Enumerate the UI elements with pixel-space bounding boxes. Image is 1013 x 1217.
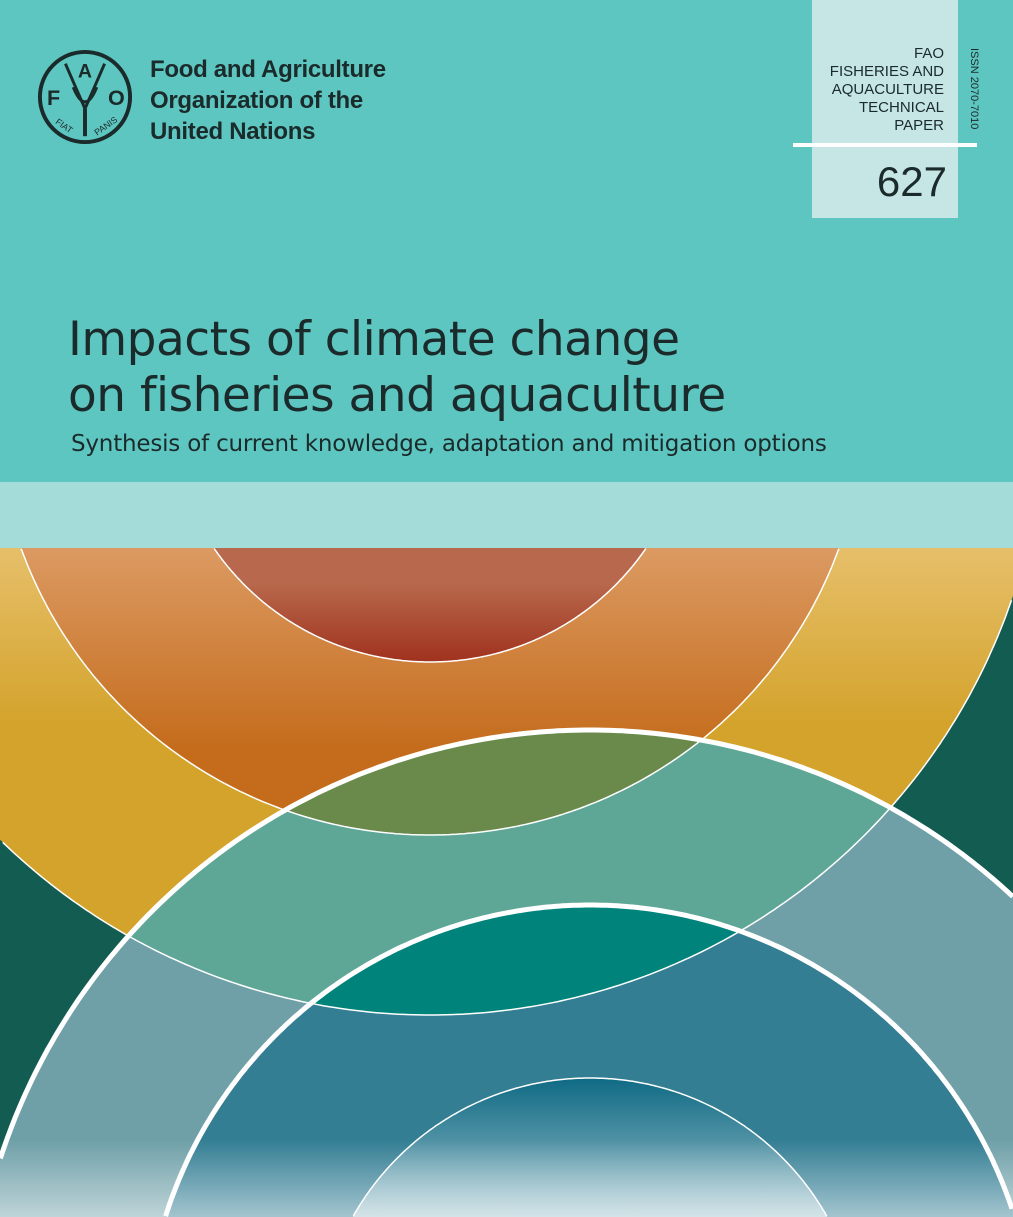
series-number: 627: [876, 158, 947, 205]
publisher-line: Organization of the: [150, 87, 363, 114]
publisher-line: United Nations: [150, 118, 316, 145]
publisher-name: Food and Agriculture Organization of the…: [150, 54, 386, 147]
overlap-olive: [285, 730, 702, 835]
cover-band: [0, 482, 1013, 548]
upper-middle-outline: [20, 548, 840, 836]
series-divider: [793, 143, 977, 147]
logo-letter-f: F: [47, 85, 60, 110]
upper-inner-outline: [213, 547, 647, 663]
series-line: TECHNICAL: [858, 99, 944, 116]
circle-shapes: [0, 548, 1013, 1217]
document-title: Impacts of climate change on fisheries a…: [68, 312, 726, 424]
title-line: on fisheries and aquaculture: [68, 368, 726, 423]
fao-logo: A F O FIAT PANIS: [37, 49, 133, 145]
bottom-fade: [0, 1140, 1013, 1217]
overlap-deep-teal: [311, 905, 741, 1015]
lower-outer-outline: [0, 727, 1013, 1160]
series-line: FISHERIES AND: [829, 63, 944, 80]
publisher-line: Food and Agriculture: [150, 56, 386, 83]
series-box: FAO FISHERIES AND AQUACULTURE TECHNICAL …: [812, 0, 958, 218]
title-line: Impacts of climate change: [68, 312, 680, 367]
upper-outer-outline: [2, 599, 1013, 1016]
issn: ISSN 2070-7010: [968, 48, 980, 130]
document-subtitle: Synthesis of current knowledge, adaptati…: [71, 431, 827, 457]
series-line: PAPER: [894, 117, 944, 134]
logo-motto: PANIS: [92, 114, 119, 137]
lower-middle-outline: [163, 902, 1013, 1217]
logo-letter-a: A: [78, 60, 92, 82]
series-line: FAO: [913, 45, 944, 62]
series-name: FAO FISHERIES AND AQUACULTURE TECHNICAL …: [830, 45, 944, 135]
logo-letter-o: O: [108, 85, 125, 110]
upper-inner-circle: [213, 548, 647, 662]
circle-outlines: [0, 547, 1013, 1217]
series-line: AQUACULTURE: [831, 81, 944, 98]
